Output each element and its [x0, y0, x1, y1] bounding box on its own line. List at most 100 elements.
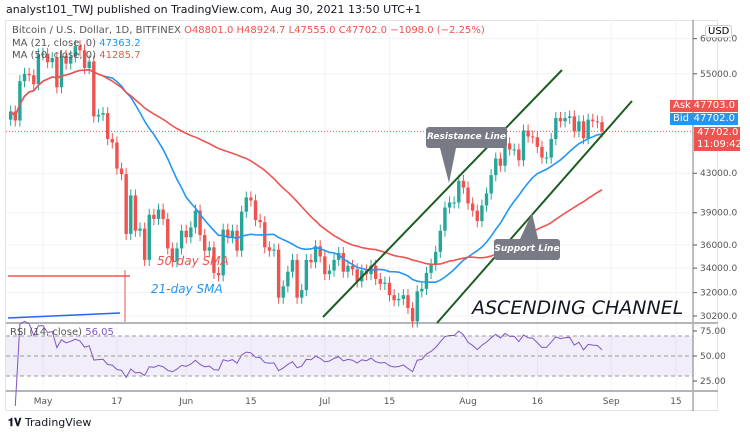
y-tick-label: 32000.0 [700, 289, 737, 299]
candle-body [216, 272, 221, 276]
candle-body [327, 270, 332, 275]
candle-body [129, 195, 133, 234]
candle-body [424, 272, 429, 289]
x-tick-label: Aug [459, 397, 477, 407]
candle-body [572, 116, 576, 132]
resistance-callout: Resistance Line [426, 127, 507, 148]
candle-body [267, 247, 272, 251]
x-tick-label: 16 [532, 397, 544, 407]
candle-body [484, 193, 489, 206]
candle-body [198, 210, 202, 236]
ma50-value: 41285.7 [99, 50, 141, 61]
tradingview-logo[interactable]: 𝟏𝐕 TradingView [8, 416, 92, 429]
chart-legend: Bitcoin / U.S. Dollar, 1D, BITFINEX O488… [12, 25, 485, 61]
candle-body [64, 55, 68, 64]
candle-body [341, 252, 345, 272]
candle-body [175, 248, 179, 262]
candle-body [124, 174, 128, 234]
y-tick-label: 36000.0 [700, 241, 737, 251]
sma50-label: 50-day SMA [157, 254, 229, 268]
candle-body [595, 121, 600, 123]
candle-body [179, 230, 184, 249]
ma21-label: MA (21, close, 0) [12, 38, 97, 49]
channel-title: ASCENDING CHANNEL [472, 297, 684, 319]
candle-body [521, 130, 526, 161]
candle-body [577, 121, 581, 132]
candle-body [59, 55, 64, 88]
resistance-pointer [440, 148, 456, 183]
candle-body [69, 56, 73, 64]
candle-body [313, 246, 318, 263]
open-value: O48801.0 [184, 25, 234, 36]
candle-body [420, 288, 424, 292]
candle-body [415, 291, 419, 322]
candle-body [429, 264, 433, 273]
candle-body [22, 73, 27, 82]
candle-body [443, 207, 447, 231]
candle-body [461, 180, 466, 188]
x-tick-label: 15 [670, 397, 681, 407]
candle-body [507, 143, 512, 150]
candle-body [512, 149, 516, 151]
candle-body [110, 139, 114, 143]
channel-lower-line [436, 100, 633, 324]
candle-body [82, 50, 87, 68]
candle-body [489, 175, 493, 194]
candle-body [434, 251, 438, 265]
y-tick-label: 34000.0 [700, 264, 737, 274]
rsi-tick-label: 50.00 [700, 352, 726, 362]
candle-body [230, 230, 235, 238]
currency-badge[interactable]: USD [705, 25, 733, 38]
candle-body [96, 114, 101, 117]
candle-body [540, 146, 544, 158]
candle-body [494, 158, 498, 176]
candle-body [32, 75, 36, 85]
channel-upper-line [322, 69, 563, 318]
candle-body [281, 286, 285, 298]
candle-body [27, 73, 31, 76]
candle-body [133, 195, 138, 231]
candle-body [258, 220, 262, 223]
x-tick-label: Sep [603, 397, 620, 407]
candle-body [452, 202, 456, 204]
candle-body [498, 158, 503, 166]
candle-body [36, 54, 41, 85]
support-callout: Support Line [494, 239, 560, 260]
candle-body [554, 118, 558, 140]
candle-body [41, 53, 45, 55]
candle-body [378, 278, 382, 284]
candle-body [503, 143, 507, 166]
candle-body [212, 247, 216, 273]
candle-body [332, 259, 336, 271]
candle-body [304, 259, 309, 291]
candle-body [392, 295, 396, 301]
candle-body [18, 81, 22, 121]
candle-body [101, 113, 105, 115]
candle-body [447, 202, 452, 208]
candle-body [406, 295, 410, 309]
low-value: L47555.0 [288, 25, 336, 36]
candle-body [235, 230, 239, 251]
candle-body [295, 259, 299, 298]
candle-body [189, 227, 193, 238]
close-value: C47702.0 [338, 25, 388, 36]
candle-body [586, 119, 590, 139]
bid-tag: Bid 47702.0 [670, 113, 738, 125]
candle-body [276, 249, 281, 298]
candle-body [161, 209, 165, 219]
y-tick-label: 55000.0 [700, 70, 737, 80]
x-tick-label: 17 [111, 397, 122, 407]
candle-body [8, 111, 13, 120]
candle-body [438, 230, 443, 252]
candle-body [253, 200, 258, 221]
x-tick-label: 15 [245, 397, 256, 407]
candle-body [115, 142, 119, 169]
ma21-line [10, 68, 603, 284]
candle-body [152, 214, 156, 219]
candle-body [350, 265, 355, 270]
candle-body [309, 259, 313, 263]
x-tick-label: Jul [318, 397, 330, 407]
candle-body [239, 211, 244, 251]
candle-body [249, 197, 253, 201]
